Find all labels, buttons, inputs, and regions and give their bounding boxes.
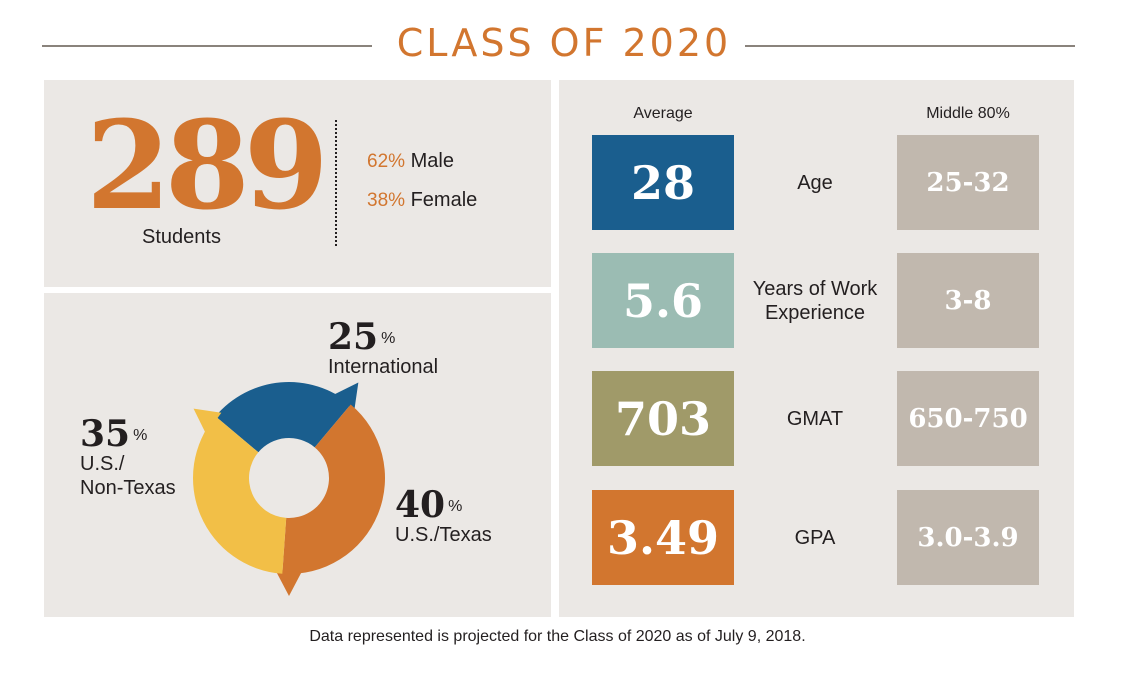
non-texas-text-2: Non-Texas <box>80 477 176 499</box>
gmat-range-box: 650-750 <box>897 371 1039 466</box>
label-non-texas: 35% U.S./ Non-Texas <box>80 416 176 500</box>
non-texas-value: 35 <box>80 413 131 455</box>
international-text: International <box>328 356 439 378</box>
texas-text: U.S./Texas <box>395 524 492 546</box>
gpa-average-box: 3.49 <box>592 490 734 585</box>
non-texas-text-1: U.S./ <box>80 453 125 475</box>
gpa-range-box: 3.0-3.9 <box>897 490 1039 585</box>
non-texas-unit: % <box>133 427 148 444</box>
students-label: Students <box>142 226 221 248</box>
gmat-label: GMAT <box>786 407 844 430</box>
experience-average-box: 5.6 <box>592 253 734 348</box>
male-pct: 62% <box>367 151 406 172</box>
label-texas: 40% U.S./Texas <box>395 487 492 547</box>
gpa-label: GPA <box>794 526 836 549</box>
age-average-box: 28 <box>592 135 734 230</box>
gender-female: 38% Female <box>367 189 477 212</box>
page-title: CLASS OF 2020 <box>396 21 732 65</box>
divider <box>335 120 337 246</box>
label-international: 25% International <box>328 319 439 379</box>
middle-header: Middle 80% <box>926 105 1010 122</box>
male-label: Male <box>410 150 454 172</box>
title-rule-left <box>42 45 372 47</box>
age-label: Age <box>797 171 833 194</box>
footnote: Data represented is projected for the Cl… <box>309 628 806 645</box>
average-header: Average <box>633 105 693 122</box>
students-panel <box>44 80 551 287</box>
texas-unit: % <box>448 498 463 515</box>
international-unit: % <box>381 330 396 347</box>
female-pct: 38% <box>367 190 406 211</box>
experience-range-box: 3-8 <box>897 253 1039 348</box>
texas-value: 40 <box>395 484 446 526</box>
experience-label: Years of Work Experience <box>752 277 878 324</box>
title-rule-right <box>745 45 1075 47</box>
international-value: 25 <box>328 316 379 358</box>
gender-male: 62% Male <box>367 150 454 173</box>
gmat-average-box: 703 <box>592 371 734 466</box>
student-count: 289 <box>86 93 329 237</box>
age-range-box: 25-32 <box>897 135 1039 230</box>
female-label: Female <box>410 189 478 211</box>
